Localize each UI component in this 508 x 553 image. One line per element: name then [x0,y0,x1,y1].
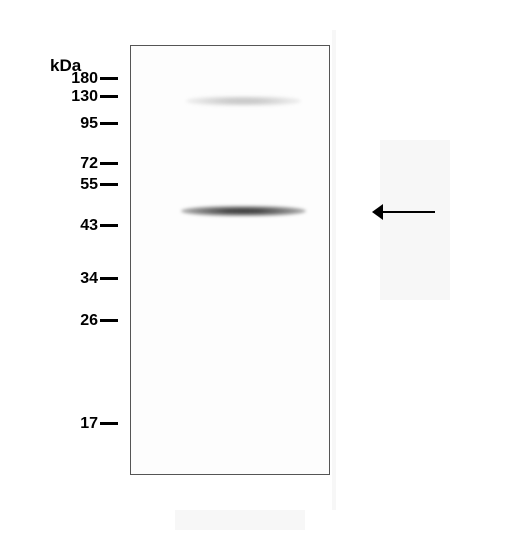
marker-tick [100,422,118,425]
marker-tick [100,77,118,80]
shadow-strip [175,510,305,530]
marker-tick [100,122,118,125]
marker-tick [100,319,118,322]
marker-label: 17 [50,415,98,433]
marker-label: 34 [50,270,98,288]
blot-lane-frame [130,45,330,475]
marker-label: 130 [50,88,98,106]
arrow-line [380,211,435,213]
western-blot-figure: kDa 18013095725543342617 [0,0,508,553]
arrow-head-icon [372,204,383,220]
marker-label: 180 [50,70,98,88]
shadow-strip [332,30,336,510]
marker-tick [100,224,118,227]
marker-label: 43 [50,217,98,235]
marker-tick [100,95,118,98]
marker-tick [100,162,118,165]
protein-band [186,96,301,106]
marker-tick [100,277,118,280]
marker-tick [100,183,118,186]
shadow-strip [380,140,450,300]
marker-label: 72 [50,155,98,173]
marker-label: 55 [50,176,98,194]
protein-band [181,206,306,216]
marker-label: 95 [50,115,98,133]
marker-label: 26 [50,312,98,330]
